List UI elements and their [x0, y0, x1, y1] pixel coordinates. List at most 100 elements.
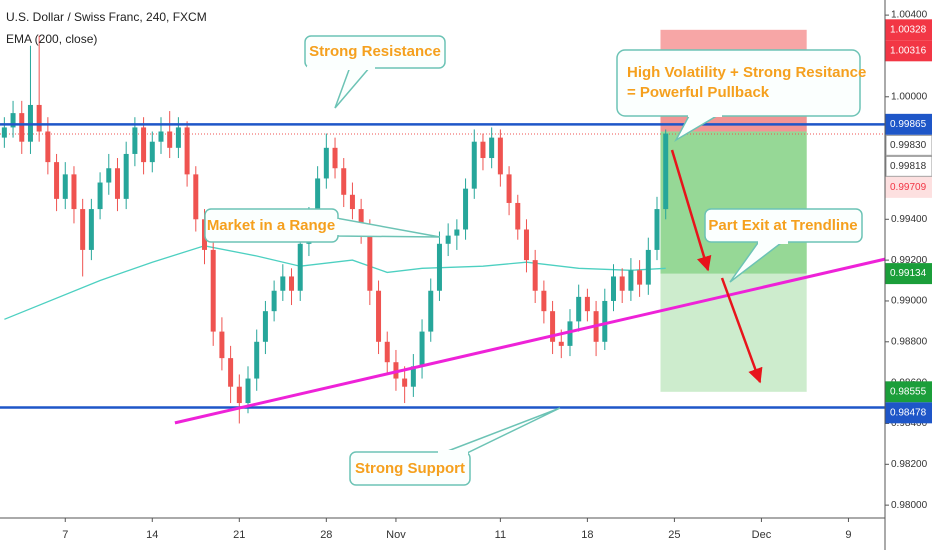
candle-body — [332, 147, 338, 169]
chart-title: U.S. Dollar / Swiss Franc, 240, FXCM — [6, 10, 207, 24]
price-label-box — [885, 19, 932, 41]
candle-body — [341, 168, 347, 195]
y-tick-label: 0.98000 — [891, 500, 928, 511]
price-label: 1.00316 — [890, 45, 927, 56]
candle-body — [436, 243, 442, 291]
plot-area — [0, 29, 886, 425]
x-tick-label: 7 — [62, 529, 68, 541]
annotation: Market in a Range — [207, 217, 335, 234]
x-tick-label: Nov — [386, 529, 406, 541]
candle-body — [54, 162, 60, 199]
price-label: 0.99830 — [890, 140, 927, 151]
candle-body — [497, 137, 503, 175]
time-axis-bg — [0, 518, 932, 550]
annotation: = Powerful Pullback — [627, 84, 770, 101]
price-label: 0.98478 — [890, 407, 927, 418]
candle-body — [280, 276, 286, 291]
x-tick-label: Dec — [752, 529, 772, 541]
candle-body — [654, 209, 660, 250]
x-tick-label: 18 — [581, 529, 593, 541]
price-label: 0.99818 — [890, 161, 927, 172]
candle-body — [471, 141, 477, 189]
y-tick-label: 0.98200 — [891, 459, 928, 470]
annotation: Part Exit at Trendline — [708, 217, 857, 234]
x-tick-label: 25 — [668, 529, 680, 541]
candle-body — [315, 178, 321, 220]
annotation: Strong Resistance — [309, 43, 441, 60]
candle-body — [71, 174, 77, 210]
indicator-legend: EMA (200, close) — [6, 32, 97, 46]
x-tick-label: 21 — [233, 529, 245, 541]
candle-body — [532, 260, 538, 291]
candle-body — [167, 131, 173, 148]
callout-joint — [758, 239, 788, 244]
candle-body — [114, 168, 120, 199]
candle-body — [323, 147, 329, 179]
candle-body — [36, 104, 42, 132]
candle-body — [376, 290, 382, 342]
candle-body — [576, 296, 582, 322]
candle-body — [358, 209, 364, 230]
candle-body — [558, 341, 564, 346]
y-tick-label: 0.99000 — [891, 296, 928, 307]
y-tick-label: 1.00000 — [891, 91, 928, 102]
candle-body — [106, 168, 112, 183]
candle-body — [454, 229, 460, 236]
candle-body — [619, 276, 625, 291]
candle-body — [506, 174, 512, 203]
candle-body — [515, 202, 521, 230]
candle-body — [637, 270, 643, 285]
candle-body — [410, 366, 416, 387]
annotations: Strong Resistance High Volatility + Stro… — [6, 10, 866, 486]
callout-joint — [688, 113, 722, 117]
candle-body — [10, 113, 16, 128]
price-label: 1.00328 — [890, 24, 927, 35]
price-label-box — [885, 155, 932, 177]
candle-body — [271, 290, 277, 312]
price-label-box — [885, 263, 932, 285]
candle-body — [132, 127, 138, 154]
callout-box — [349, 451, 471, 486]
candle-body — [158, 131, 164, 142]
candle-body — [645, 249, 651, 285]
candle-body — [88, 209, 94, 250]
arrow — [670, 149, 712, 272]
price-label: 0.99709 — [890, 182, 927, 193]
price-label: 0.98555 — [890, 386, 927, 397]
callout-joint — [334, 219, 339, 235]
candle-body — [297, 243, 303, 291]
callout-joint — [307, 66, 375, 70]
candle-body — [567, 321, 573, 346]
x-tick-label: 9 — [845, 529, 851, 541]
candle-body — [602, 300, 608, 342]
candle-body — [463, 188, 469, 230]
candle-body — [428, 290, 434, 332]
price-label-box — [885, 176, 932, 198]
price-label: 0.99865 — [890, 119, 927, 130]
candle-body — [193, 174, 199, 220]
candle-body — [480, 141, 486, 159]
annotation: High Volatility + Strong Resitance — [627, 64, 866, 81]
candle-body — [445, 235, 451, 244]
candle-body — [663, 133, 669, 210]
candle-body — [384, 341, 390, 363]
candle-body — [349, 194, 355, 210]
candle-body — [219, 331, 225, 359]
price-label-box — [885, 134, 932, 156]
candle-body — [262, 311, 268, 342]
candle-body — [19, 113, 25, 142]
y-tick-label: 0.98800 — [891, 336, 928, 347]
price-label-box — [885, 113, 932, 135]
y-tick-label: 1.00400 — [891, 10, 928, 21]
callout-joint — [438, 450, 468, 455]
candle-body — [523, 229, 529, 261]
candle-body — [254, 341, 260, 379]
candle-body — [584, 296, 590, 312]
price-label-box — [885, 381, 932, 403]
candle-body — [402, 378, 408, 387]
candle-body — [289, 276, 295, 291]
candle-body — [1, 127, 7, 138]
candle-body — [236, 386, 242, 404]
